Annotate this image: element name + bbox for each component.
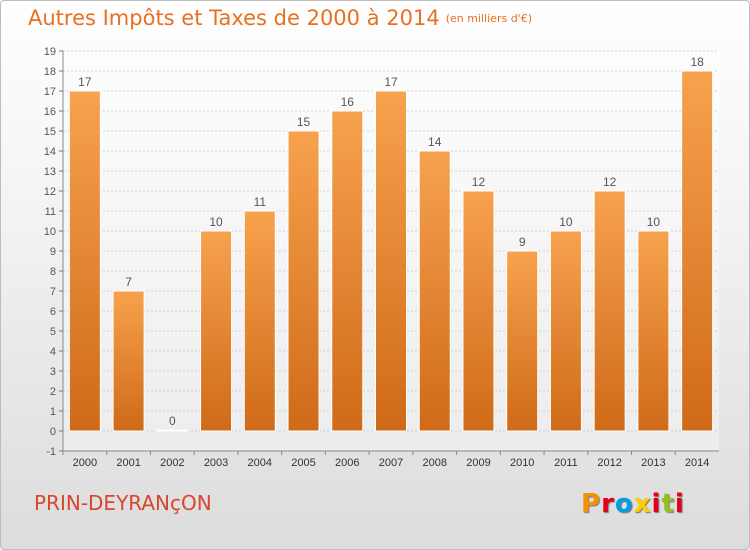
bar-value-label: 10: [559, 215, 573, 229]
y-tick-label: 2: [50, 386, 56, 398]
chart-title-unit: (en milliers d'€): [445, 12, 532, 25]
bar-value-label: 10: [209, 215, 223, 229]
commune-name: PRIN-DEYRANçON: [34, 491, 212, 515]
x-tick-label: 2011: [554, 457, 578, 469]
bar-2008: [418, 150, 451, 432]
bar-value-label: 9: [519, 235, 526, 249]
bar-value-label: 10: [647, 215, 661, 229]
logo-letter: t: [661, 489, 675, 519]
bar-value-label: 7: [125, 275, 132, 289]
chart-title: Autres Impôts et Taxes de 2000 à 2014 (en…: [28, 6, 532, 30]
y-tick-label: 9: [50, 246, 56, 258]
bar-value-label: 12: [472, 175, 486, 189]
y-tick-label: 0: [50, 426, 56, 438]
x-tick-label: 2007: [379, 457, 403, 469]
proxiti-logo: Proxiti: [581, 489, 685, 519]
y-tick-label: 19: [44, 46, 56, 58]
bar-value-label: 14: [428, 135, 442, 149]
bar-2006: [331, 110, 364, 432]
bar-value-label: 11: [254, 195, 267, 209]
bar-2010: [506, 250, 539, 432]
y-tick-label: 17: [44, 86, 56, 98]
bar-value-label: 17: [78, 75, 92, 89]
y-tick-label: 12: [44, 186, 56, 198]
x-tick-label: 2012: [597, 457, 621, 469]
y-tick-label: 4: [50, 346, 56, 358]
x-tick-label: 2006: [335, 457, 359, 469]
bar-2002: [156, 429, 189, 432]
x-tick-label: 2003: [204, 457, 228, 469]
x-tick-label: 2008: [422, 457, 446, 469]
y-tick-label: 3: [50, 366, 56, 378]
y-tick-label: 5: [50, 326, 56, 338]
y-tick-label: 15: [44, 126, 56, 138]
bar-value-label: 0: [169, 414, 176, 428]
y-tick-label: 11: [45, 206, 56, 218]
bar-2013: [637, 230, 670, 432]
logo-letter: i: [651, 489, 662, 519]
logo-letter: P: [581, 489, 602, 519]
bar-2005: [287, 130, 320, 432]
logo-letter: r: [601, 489, 615, 519]
bar-2003: [200, 230, 233, 432]
bar-value-label: 17: [384, 75, 398, 89]
x-tick-label: 2004: [248, 457, 272, 469]
y-tick-label: -1: [46, 446, 56, 458]
x-tick-label: 2002: [160, 457, 184, 469]
y-tick-label: 7: [50, 286, 56, 298]
chart-title-text: Autres Impôts et Taxes de 2000 à 2014: [28, 6, 440, 30]
bar-2011: [549, 230, 582, 432]
bar-2007: [375, 90, 407, 432]
x-tick-label: 2005: [291, 457, 315, 469]
bar-value-label: 12: [603, 175, 617, 189]
bar-2012: [593, 190, 626, 432]
y-tick-label: 14: [44, 146, 56, 158]
x-tick-label: 2013: [641, 457, 665, 469]
bar-value-label: 18: [690, 55, 704, 69]
y-tick-label: 10: [44, 226, 56, 238]
bar-value-label: 16: [341, 95, 355, 109]
y-tick-label: 13: [44, 166, 56, 178]
bar-value-label: 15: [297, 115, 311, 129]
x-tick-label: 2001: [116, 457, 140, 469]
bar-2014: [681, 70, 714, 432]
y-tick-label: 18: [44, 66, 56, 78]
y-tick-label: 8: [50, 266, 56, 278]
bar-2004: [243, 210, 276, 432]
y-tick-label: 1: [50, 406, 56, 418]
logo-letter: o: [614, 489, 634, 519]
bar-2001: [112, 290, 145, 432]
x-tick-label: 2014: [685, 457, 709, 469]
bar-2009: [462, 190, 495, 432]
x-tick-label: 2000: [73, 457, 97, 469]
x-tick-label: 2010: [510, 457, 534, 469]
logo-letter: i: [674, 489, 685, 519]
logo-letter: x: [633, 489, 652, 519]
x-tick-label: 2009: [466, 457, 490, 469]
y-tick-label: 6: [50, 306, 56, 318]
y-tick-label: 16: [44, 106, 56, 118]
bar-2000: [68, 90, 101, 432]
